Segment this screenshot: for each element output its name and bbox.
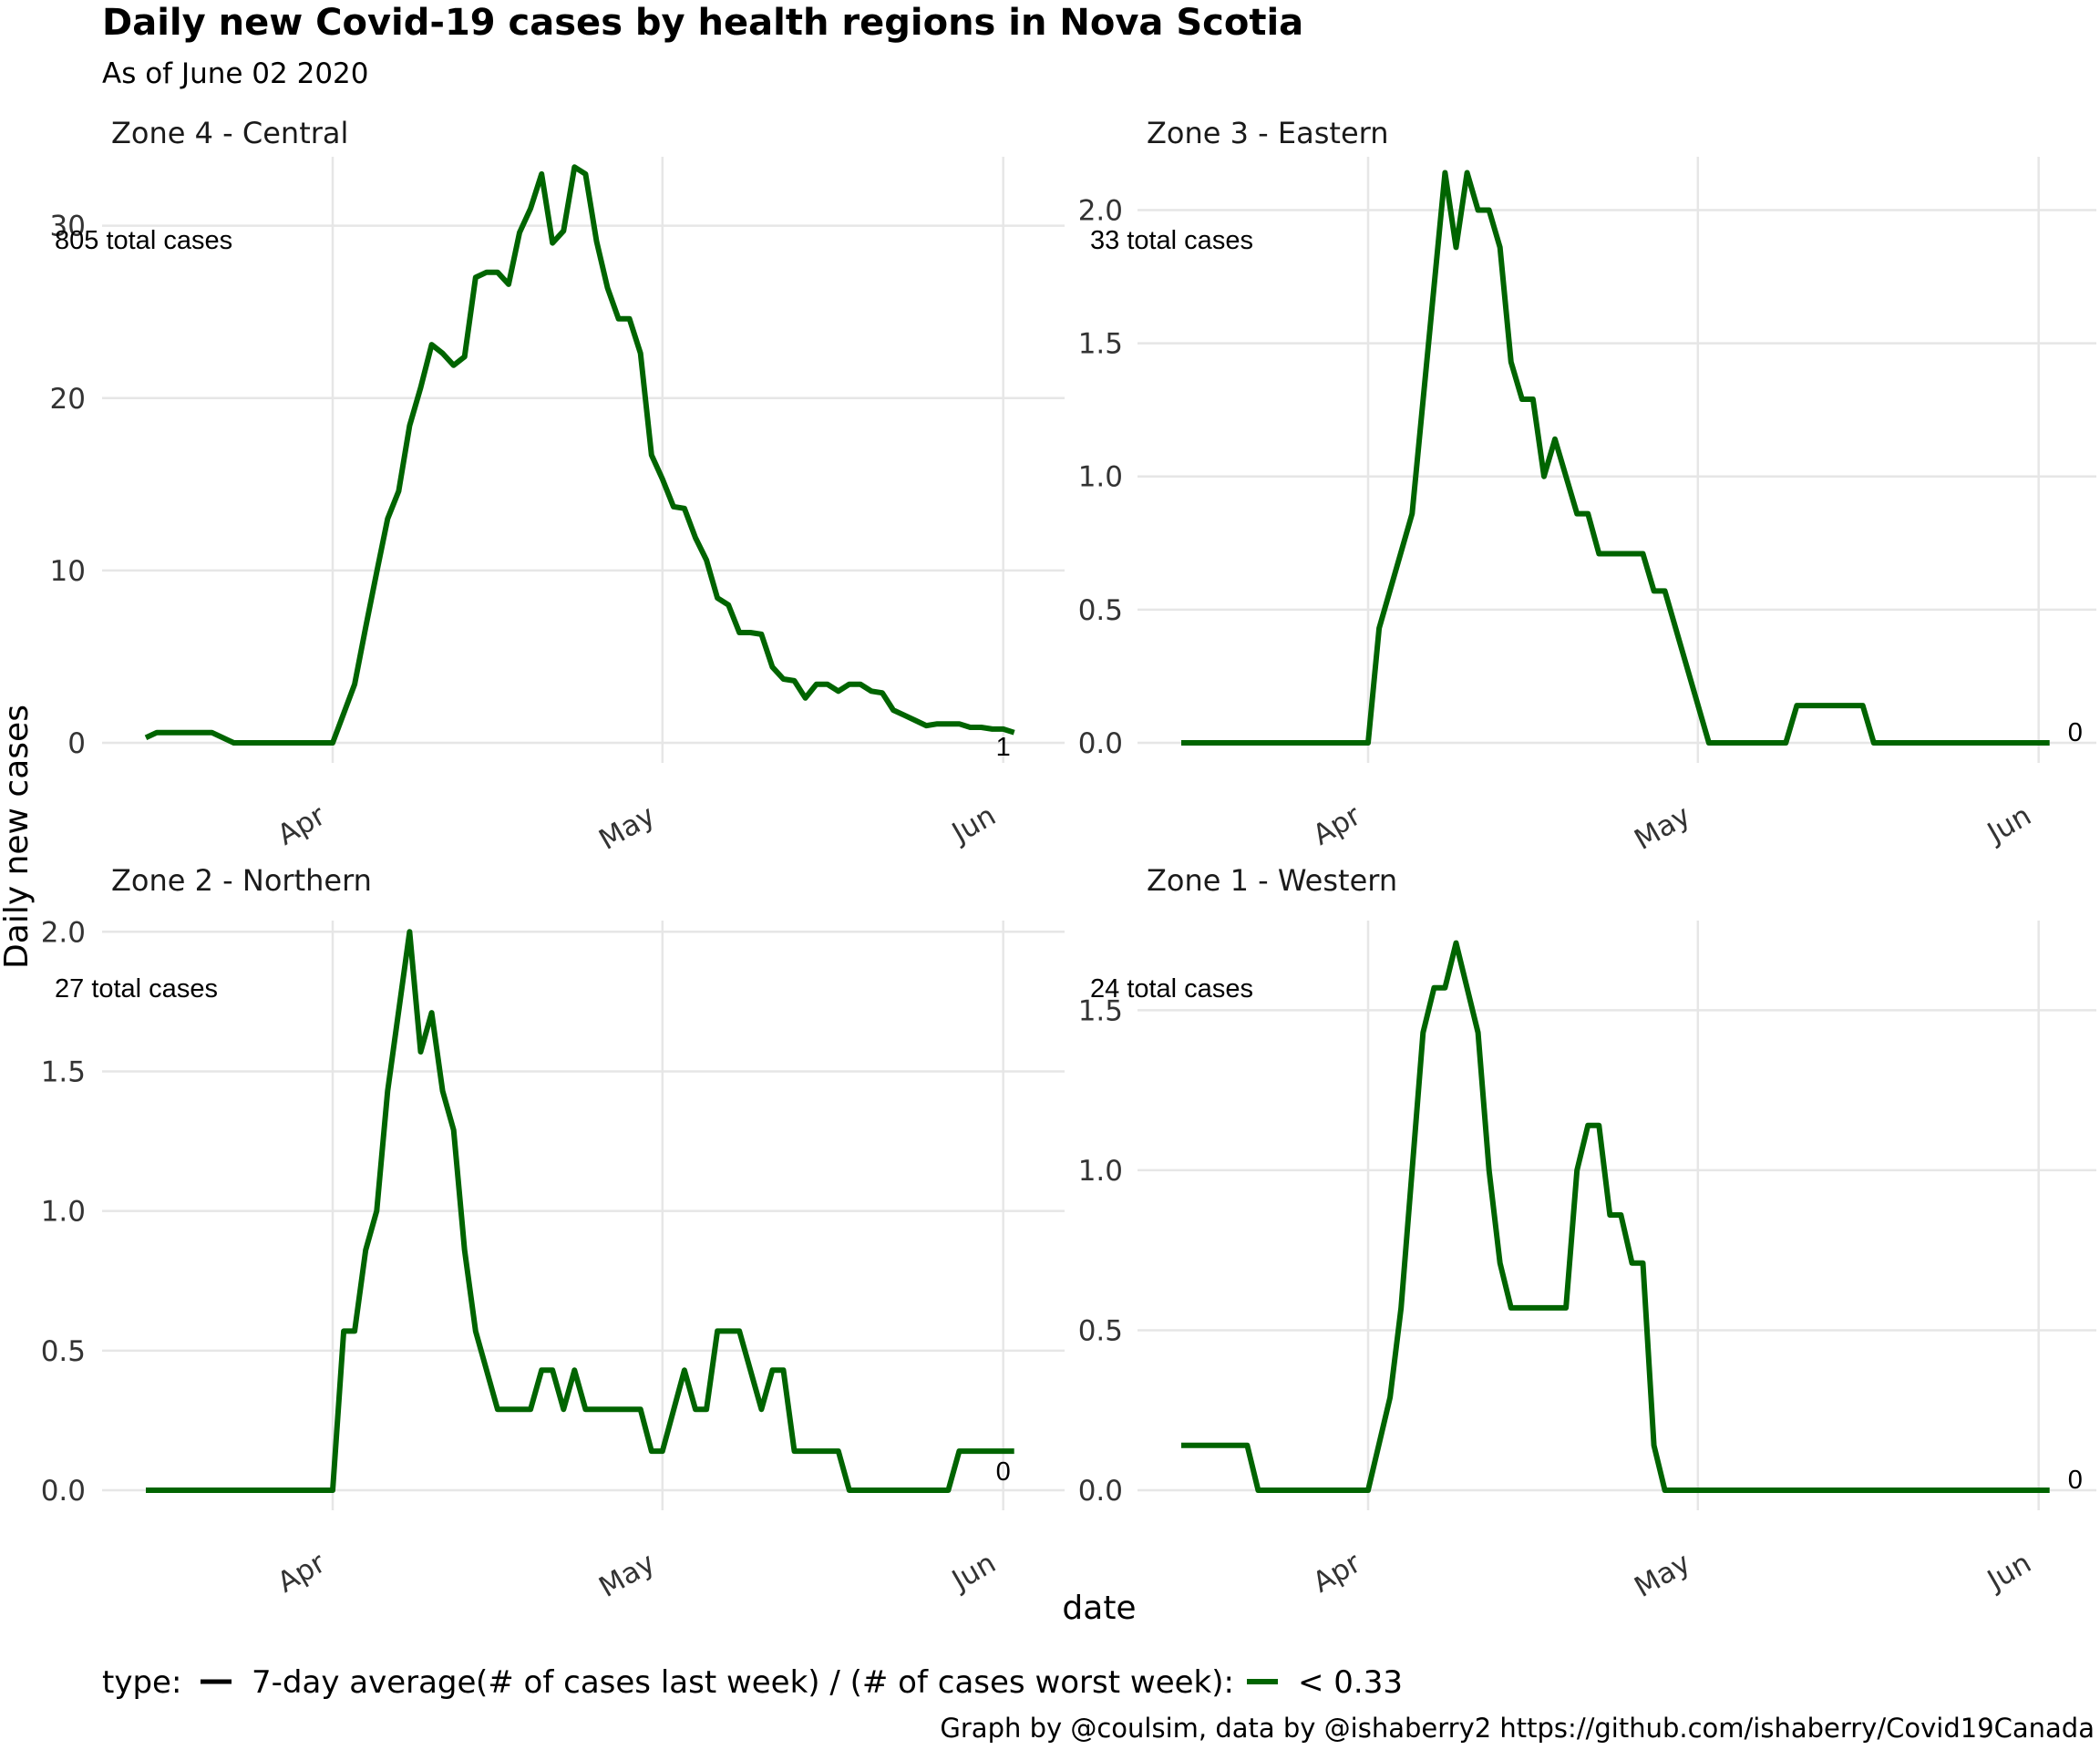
x-tick-label: May — [1629, 799, 1696, 857]
legend-ratio-label: < 0.33 — [1298, 1664, 1403, 1701]
x-tick-label: Apr — [1308, 799, 1367, 852]
legend-type-title: type: — [102, 1664, 181, 1701]
total-cases-label: 27 total cases — [55, 974, 218, 1004]
end-value-label: 0 — [2068, 1466, 2083, 1495]
y-tick-label: 1.0 — [41, 1196, 86, 1229]
legend-type-label: 7-day average — [252, 1664, 476, 1701]
x-axis-title: date — [1062, 1590, 1136, 1627]
y-tick-label: 2.0 — [41, 916, 86, 949]
end-value-label: 1 — [996, 733, 1011, 762]
series-line — [146, 929, 1014, 1493]
panel-1: Zone 4 - Central 0 10 20 30 Apr May Jun 805 tota… — [50, 116, 1065, 857]
chart-title: Daily new Covid-19 cases by health regio… — [102, 2, 1303, 44]
x-tick-label: May — [593, 1547, 661, 1604]
y-tick-label: 20 — [50, 383, 86, 416]
series-line — [144, 164, 1015, 746]
y-tick-label: 1.5 — [1078, 994, 1123, 1027]
x-tick-label: Jun — [945, 1547, 1002, 1598]
x-tick-label: Apr — [273, 1547, 332, 1600]
panel-title: Zone 1 - Western — [1147, 863, 1397, 898]
panel-3: Zone 2 - Northern 0.0 0.5 1.0 1.5 2.0 Apr May Ju… — [41, 863, 1065, 1604]
x-tick-label: Apr — [1308, 1547, 1367, 1600]
y-tick-label: 0.0 — [41, 1475, 86, 1508]
y-tick-label: 0.5 — [41, 1335, 86, 1368]
panel-title: Zone 4 - Central — [111, 116, 348, 150]
y-tick-label: 0.0 — [1078, 727, 1123, 760]
y-tick-label: 1.5 — [41, 1055, 86, 1088]
y-tick-label: 2.0 — [1078, 194, 1123, 227]
y-tick-label: 30 — [50, 211, 86, 243]
panel-4: Zone 1 - Western 0.0 0.5 1.0 1.5 Apr May Jun 24 … — [1078, 863, 2096, 1604]
legend-ratio-title: (# of cases last week) / (# of cases wor… — [476, 1664, 1234, 1701]
y-tick-label: 0 — [67, 727, 86, 760]
y-tick-label: 0.0 — [1078, 1475, 1123, 1508]
x-tick-label: May — [1629, 1547, 1696, 1604]
panel-title: Zone 3 - Eastern — [1147, 116, 1389, 150]
total-cases-label: 24 total cases — [1090, 974, 1253, 1004]
chart-subtitle: As of June 02 2020 — [102, 57, 369, 90]
y-tick-label: 1.5 — [1078, 328, 1123, 361]
y-axis-title: Daily new cases — [0, 705, 36, 969]
y-tick-label: 10 — [50, 555, 86, 588]
total-cases-label: 33 total cases — [1090, 226, 1253, 255]
end-value-label: 0 — [2068, 718, 2083, 747]
y-tick-label: 1.0 — [1078, 1155, 1123, 1188]
panel-2: Zone 3 - Eastern 0.0 0.5 1.0 1.5 2.0 Apr May Jun… — [1078, 116, 2096, 857]
x-tick-label: May — [593, 799, 661, 857]
panel-title: Zone 2 - Northern — [111, 863, 372, 898]
series-line — [1181, 940, 2050, 1493]
end-value-label: 0 — [996, 1457, 1011, 1487]
y-tick-label: 0.5 — [1078, 1314, 1123, 1347]
x-tick-label: Jun — [945, 799, 1002, 850]
total-cases-label: 805 total cases — [55, 226, 232, 255]
caption: Graph by @coulsim, data by @ishaberry2 h… — [940, 1713, 2095, 1744]
series-line — [1181, 170, 2050, 746]
y-tick-label: 1.0 — [1078, 461, 1123, 494]
x-tick-label: Apr — [273, 799, 332, 852]
y-tick-label: 0.5 — [1078, 594, 1123, 627]
x-tick-label: Jun — [1981, 1547, 2037, 1598]
legend: type: 7-day average (# of cases last wee… — [102, 1664, 1403, 1701]
x-tick-label: Jun — [1981, 799, 2037, 850]
